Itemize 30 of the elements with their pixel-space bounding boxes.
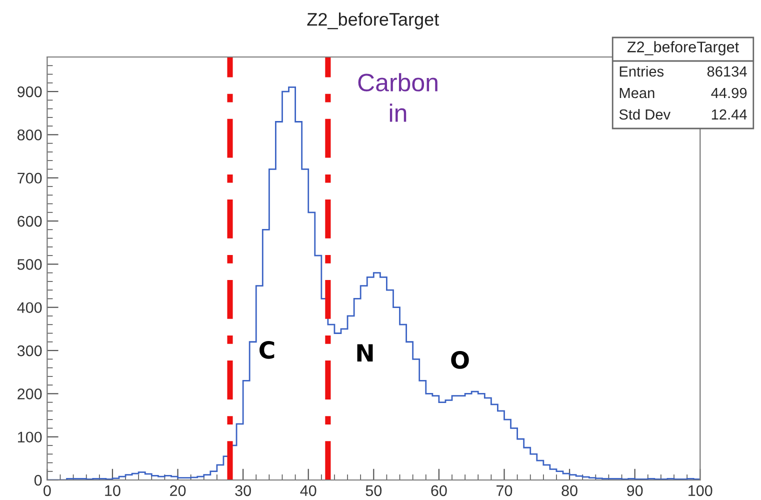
x-tick-label: 50 (366, 485, 382, 496)
annotation: O (451, 350, 469, 369)
y-tick-label: 800 (17, 130, 42, 140)
x-tick-label: 0 (44, 485, 51, 496)
text: Mean 44.99 (620, 88, 747, 98)
x-tick-label: 80 (562, 485, 578, 496)
text: Entries 86134 (620, 66, 747, 77)
y-tick-label: 100 (18, 432, 42, 443)
annotation: N (357, 344, 373, 362)
chart-title: Z2_beforeTarget (307, 12, 440, 30)
x-tick-label: 20 (170, 485, 186, 496)
y-tick-label: 600 (18, 216, 42, 227)
x-tick-label: 70 (496, 485, 512, 496)
x-tick-label: 10 (105, 485, 120, 496)
x-tick-label: 90 (627, 485, 643, 496)
x-tick-label: 40 (300, 485, 316, 496)
x-tick-label: 60 (431, 485, 447, 496)
text: Std Dev 12.44 (619, 108, 747, 120)
y-tick-label: 700 (18, 172, 42, 184)
y-tick-label: 0 (34, 474, 42, 486)
y-tick-label: 300 (17, 345, 42, 356)
y-tick-label: 900 (18, 86, 42, 98)
y-tick-label: 200 (18, 388, 42, 400)
y-tick-label: 500 (17, 259, 42, 270)
x-tick-label: 30 (235, 485, 251, 496)
y-tick-label: 400 (17, 302, 42, 314)
annotation: C (260, 340, 274, 359)
annotation: Carbon in (358, 73, 438, 122)
text: Z2_beforeTarget (627, 41, 739, 56)
x-tick-label: 100 (688, 485, 712, 496)
